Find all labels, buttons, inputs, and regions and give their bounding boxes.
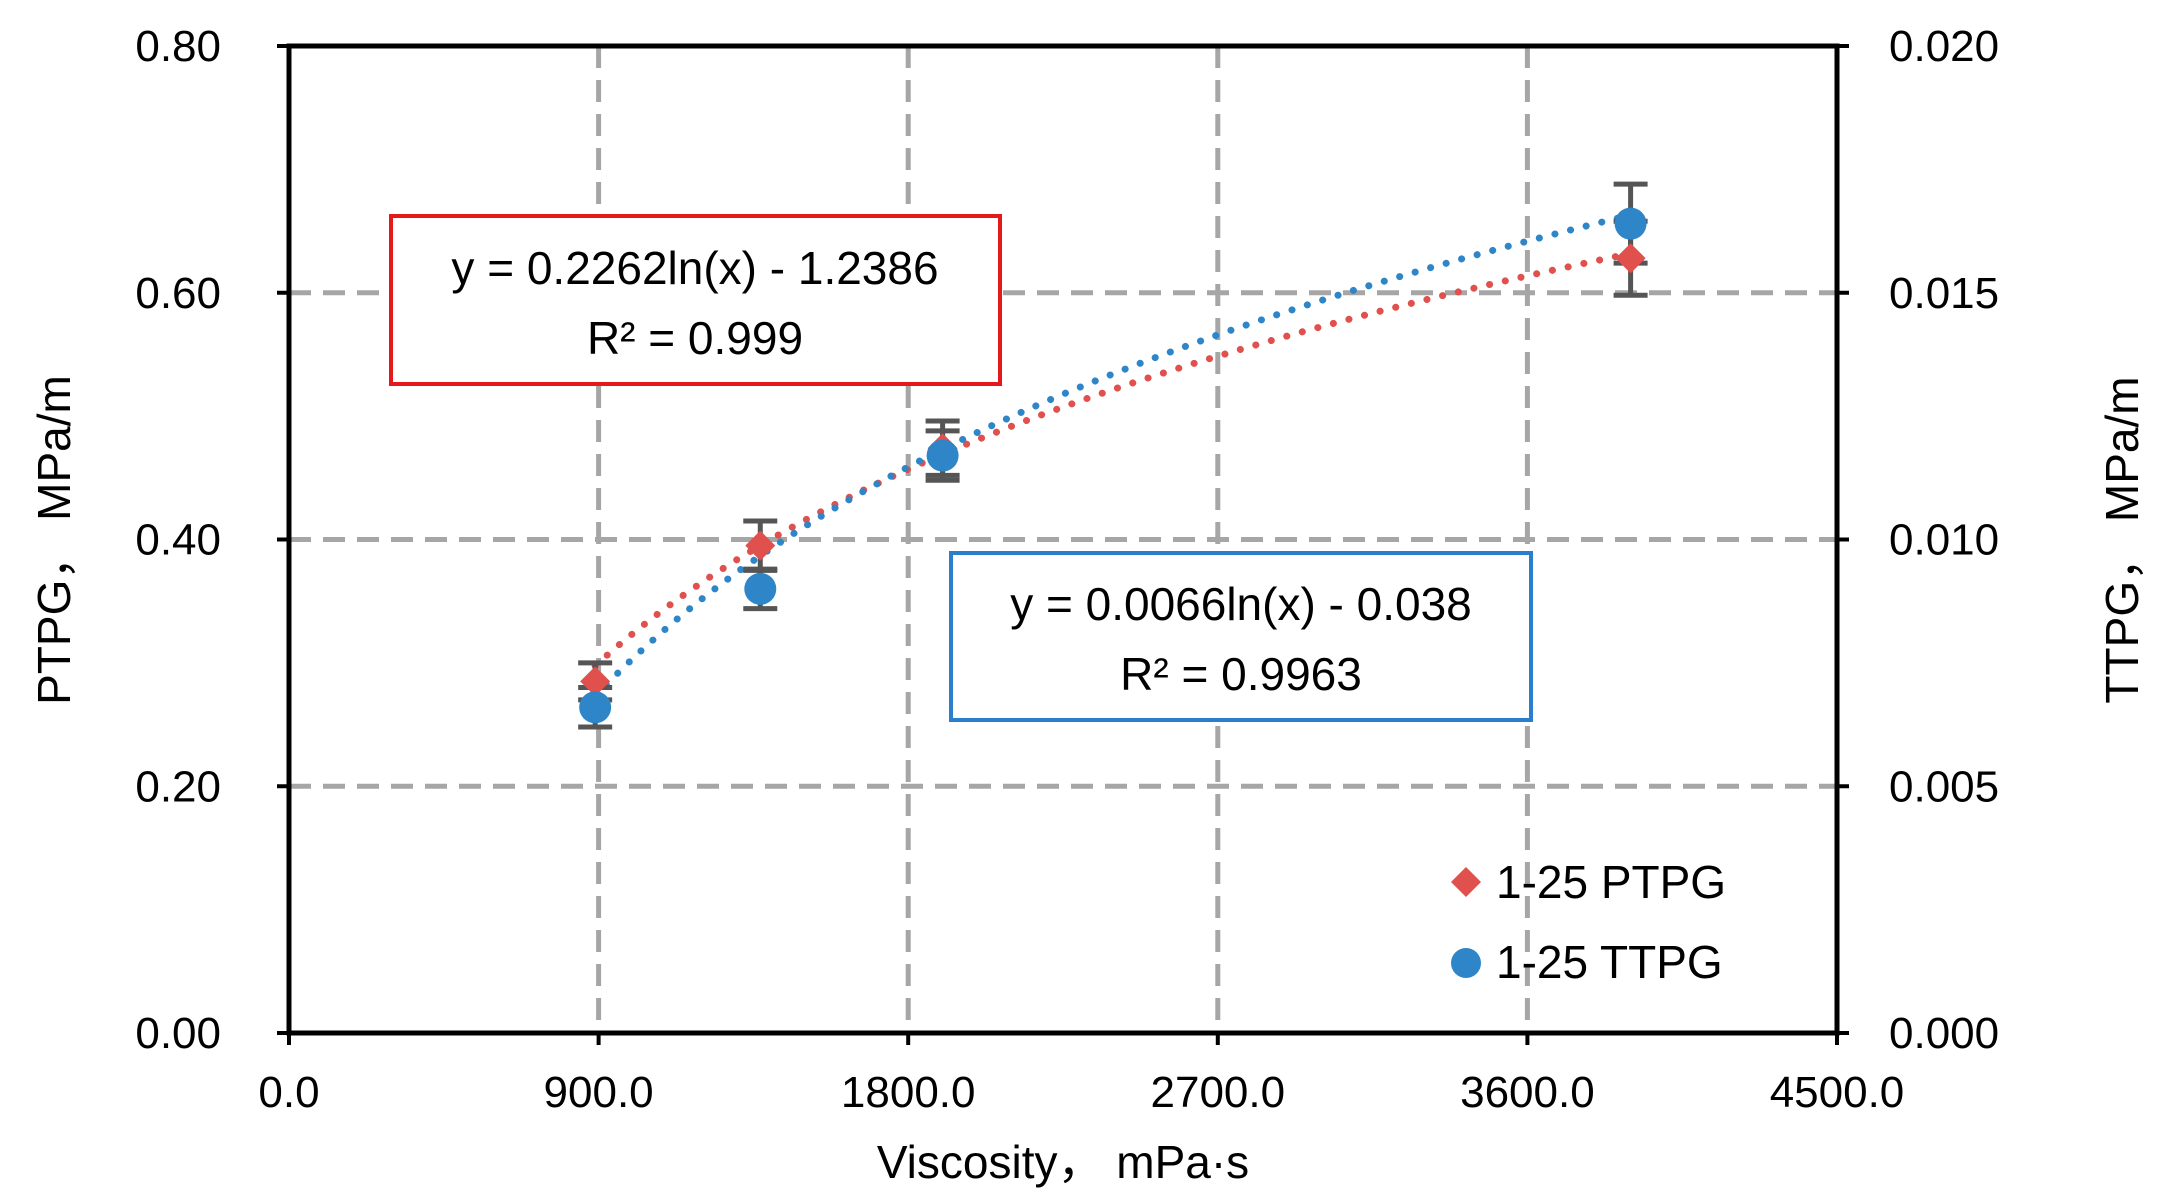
legend: 1-25 PTPG 1-25 TTPG [1451, 856, 1726, 988]
y-left-tick-label: 0.60 [135, 269, 221, 318]
ttpg-equation: y = 0.0066ln(x) - 0.038 [1010, 578, 1472, 630]
ptpg-equation: y = 0.2262ln(x) - 1.2386 [451, 242, 938, 294]
trendline-ptpg [591, 250, 1635, 670]
x-axis-title: Viscosity， mPa·s [877, 1136, 1249, 1188]
x-tick-label: 0.0 [258, 1068, 319, 1117]
ptpg-r2: R² = 0.999 [587, 312, 803, 364]
x-tick-label: 1800.0 [841, 1068, 976, 1117]
y-right-tick-label: 0.015 [1889, 269, 1999, 318]
y-right-tick-label: 0.005 [1889, 762, 1999, 811]
legend-ttpg-label: 1-25 TTPG [1496, 936, 1723, 988]
ttpg-point [579, 691, 612, 724]
y-right-tick-label: 0.000 [1889, 1009, 1999, 1058]
ptpg-point [580, 666, 611, 697]
y-right-tick-label: 0.020 [1889, 22, 1999, 71]
x-tick-label: 900.0 [544, 1068, 654, 1117]
y-right-axis-title: TTPG， MPa/m [2096, 376, 2148, 703]
ttpg-point [744, 572, 777, 605]
ttpg-point [926, 439, 959, 472]
axis-ticks: 0.0 900.0 1800.0 2700.0 3600.0 4500.0 0.00 0.20… [135, 22, 1999, 1117]
y-left-tick-label: 0.40 [135, 516, 221, 565]
ttpg-r2: R² = 0.9963 [1120, 648, 1362, 700]
ptpg-point [745, 530, 776, 561]
legend-ptpg-label: 1-25 PTPG [1496, 856, 1726, 908]
y-left-tick-label: 0.20 [135, 762, 221, 811]
x-tick-label: 4500.0 [1770, 1068, 1905, 1117]
y-right-tick-label: 0.010 [1889, 516, 1999, 565]
x-tick-label: 3600.0 [1460, 1068, 1595, 1117]
data-markers [579, 207, 1647, 724]
x-tick-label: 2700.0 [1151, 1068, 1286, 1117]
y-left-tick-label: 0.00 [135, 1009, 221, 1058]
ttpg-equation-box: y = 0.0066ln(x) - 0.038 R² = 0.9963 [949, 551, 1533, 722]
legend-ttpg-circle-icon [1451, 948, 1481, 978]
ptpg-point [1615, 243, 1646, 274]
y-left-axis-title: PTPG， MPa/m [28, 375, 80, 705]
legend-ptpg-diamond-icon [1451, 867, 1481, 897]
y-left-tick-label: 0.80 [135, 22, 221, 71]
ttpg-point [1614, 207, 1647, 240]
ptpg-equation-box: y = 0.2262ln(x) - 1.2386 R² = 0.999 [389, 214, 1002, 386]
